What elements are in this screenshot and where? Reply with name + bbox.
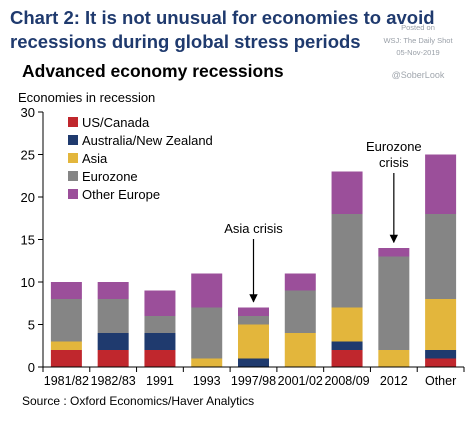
- headline-line-1: Chart 2: It is not unusual for economies…: [10, 7, 435, 28]
- watermark-source: WSJ: The Daily Shot: [383, 35, 453, 45]
- bar-segment: [425, 299, 457, 350]
- x-tick-label: 2001/02: [278, 374, 323, 388]
- bar-segment: [284, 290, 316, 333]
- bar-segment: [425, 214, 457, 299]
- bar-segment: [191, 358, 223, 367]
- bar-segment: [144, 290, 176, 316]
- bar-segment: [97, 333, 129, 350]
- bar-segment: [97, 350, 129, 367]
- x-tick-label: Other: [425, 374, 456, 388]
- legend-label: US/Canada: [82, 115, 150, 130]
- y-tick-label: 30: [21, 105, 35, 120]
- annotation-text: crisis: [379, 155, 409, 170]
- x-tick-label: 1993: [193, 374, 221, 388]
- legend-label: Asia: [82, 151, 108, 166]
- y-tick-label: 15: [21, 233, 35, 248]
- x-tick-label: 2012: [380, 374, 408, 388]
- x-tick-label: 1982/83: [91, 374, 136, 388]
- bar-segment: [97, 299, 129, 333]
- annotation-text: Asia crisis: [224, 221, 283, 236]
- bar-segment: [50, 282, 82, 299]
- x-tick-label: 2008/09: [324, 374, 369, 388]
- watermark-posted: Posted on: [401, 23, 435, 32]
- bar-segment: [97, 282, 129, 299]
- bar-segment: [331, 214, 363, 308]
- bar-segment: [425, 154, 457, 214]
- bar-segment: [144, 333, 176, 350]
- bar-segment: [425, 358, 457, 367]
- bar-segment: [331, 350, 363, 367]
- y-tick-label: 20: [21, 190, 35, 205]
- bar-segment: [331, 341, 363, 350]
- legend-swatch: [68, 135, 78, 145]
- bar-segment: [425, 350, 457, 359]
- legend-label: Australia/New Zealand: [82, 133, 213, 148]
- bar-segment: [331, 171, 363, 214]
- y-tick-label: 25: [21, 148, 35, 163]
- bar-segment: [50, 350, 82, 367]
- source-note: Source : Oxford Economics/Haver Analytic…: [22, 394, 254, 408]
- bar-segment: [238, 358, 269, 367]
- y-axis-label: Economies in recession: [18, 90, 155, 105]
- annotation-text: Eurozone: [366, 139, 422, 154]
- bar-segment: [238, 307, 269, 316]
- bar-segment: [50, 341, 82, 350]
- y-tick-label: 10: [21, 275, 35, 290]
- bar-segment: [284, 273, 316, 291]
- bar-segment: [144, 350, 176, 367]
- bar-segment: [378, 350, 410, 367]
- chart-headline: Chart 2: It is not unusual for economies…: [10, 6, 435, 54]
- bar-segment: [378, 256, 410, 350]
- bar-segment: [331, 307, 363, 342]
- bar-segment: [191, 273, 223, 308]
- watermark-date: 05-Nov-2019: [396, 48, 440, 57]
- legend-swatch: [68, 171, 78, 181]
- legend-swatch: [68, 189, 78, 199]
- headline-line-2: recessions during global stress periods: [10, 31, 361, 52]
- watermark-handle: @SoberLook: [391, 69, 445, 80]
- legend-label: Other Europe: [82, 187, 160, 202]
- legend-swatch: [68, 117, 78, 127]
- legend-label: Eurozone: [82, 169, 138, 184]
- bar-segment: [50, 299, 82, 342]
- bar-segment: [238, 324, 269, 359]
- bar-segment: [238, 316, 269, 325]
- bar-segment: [144, 316, 176, 333]
- x-tick-label: 1981/82: [44, 374, 89, 388]
- y-tick-label: 0: [28, 360, 35, 375]
- legend-swatch: [68, 153, 78, 163]
- bar-segment: [191, 307, 223, 359]
- y-tick-label: 5: [28, 318, 35, 333]
- x-tick-label: 1991: [146, 374, 174, 388]
- x-tick-label: 1997/98: [231, 374, 276, 388]
- watermark: Posted on WSJ: The Daily Shot 05-Nov-201…: [368, 22, 468, 81]
- chart-title: Advanced economy recessions: [22, 61, 284, 81]
- bar-segment: [284, 333, 316, 367]
- bar-segment: [378, 248, 410, 257]
